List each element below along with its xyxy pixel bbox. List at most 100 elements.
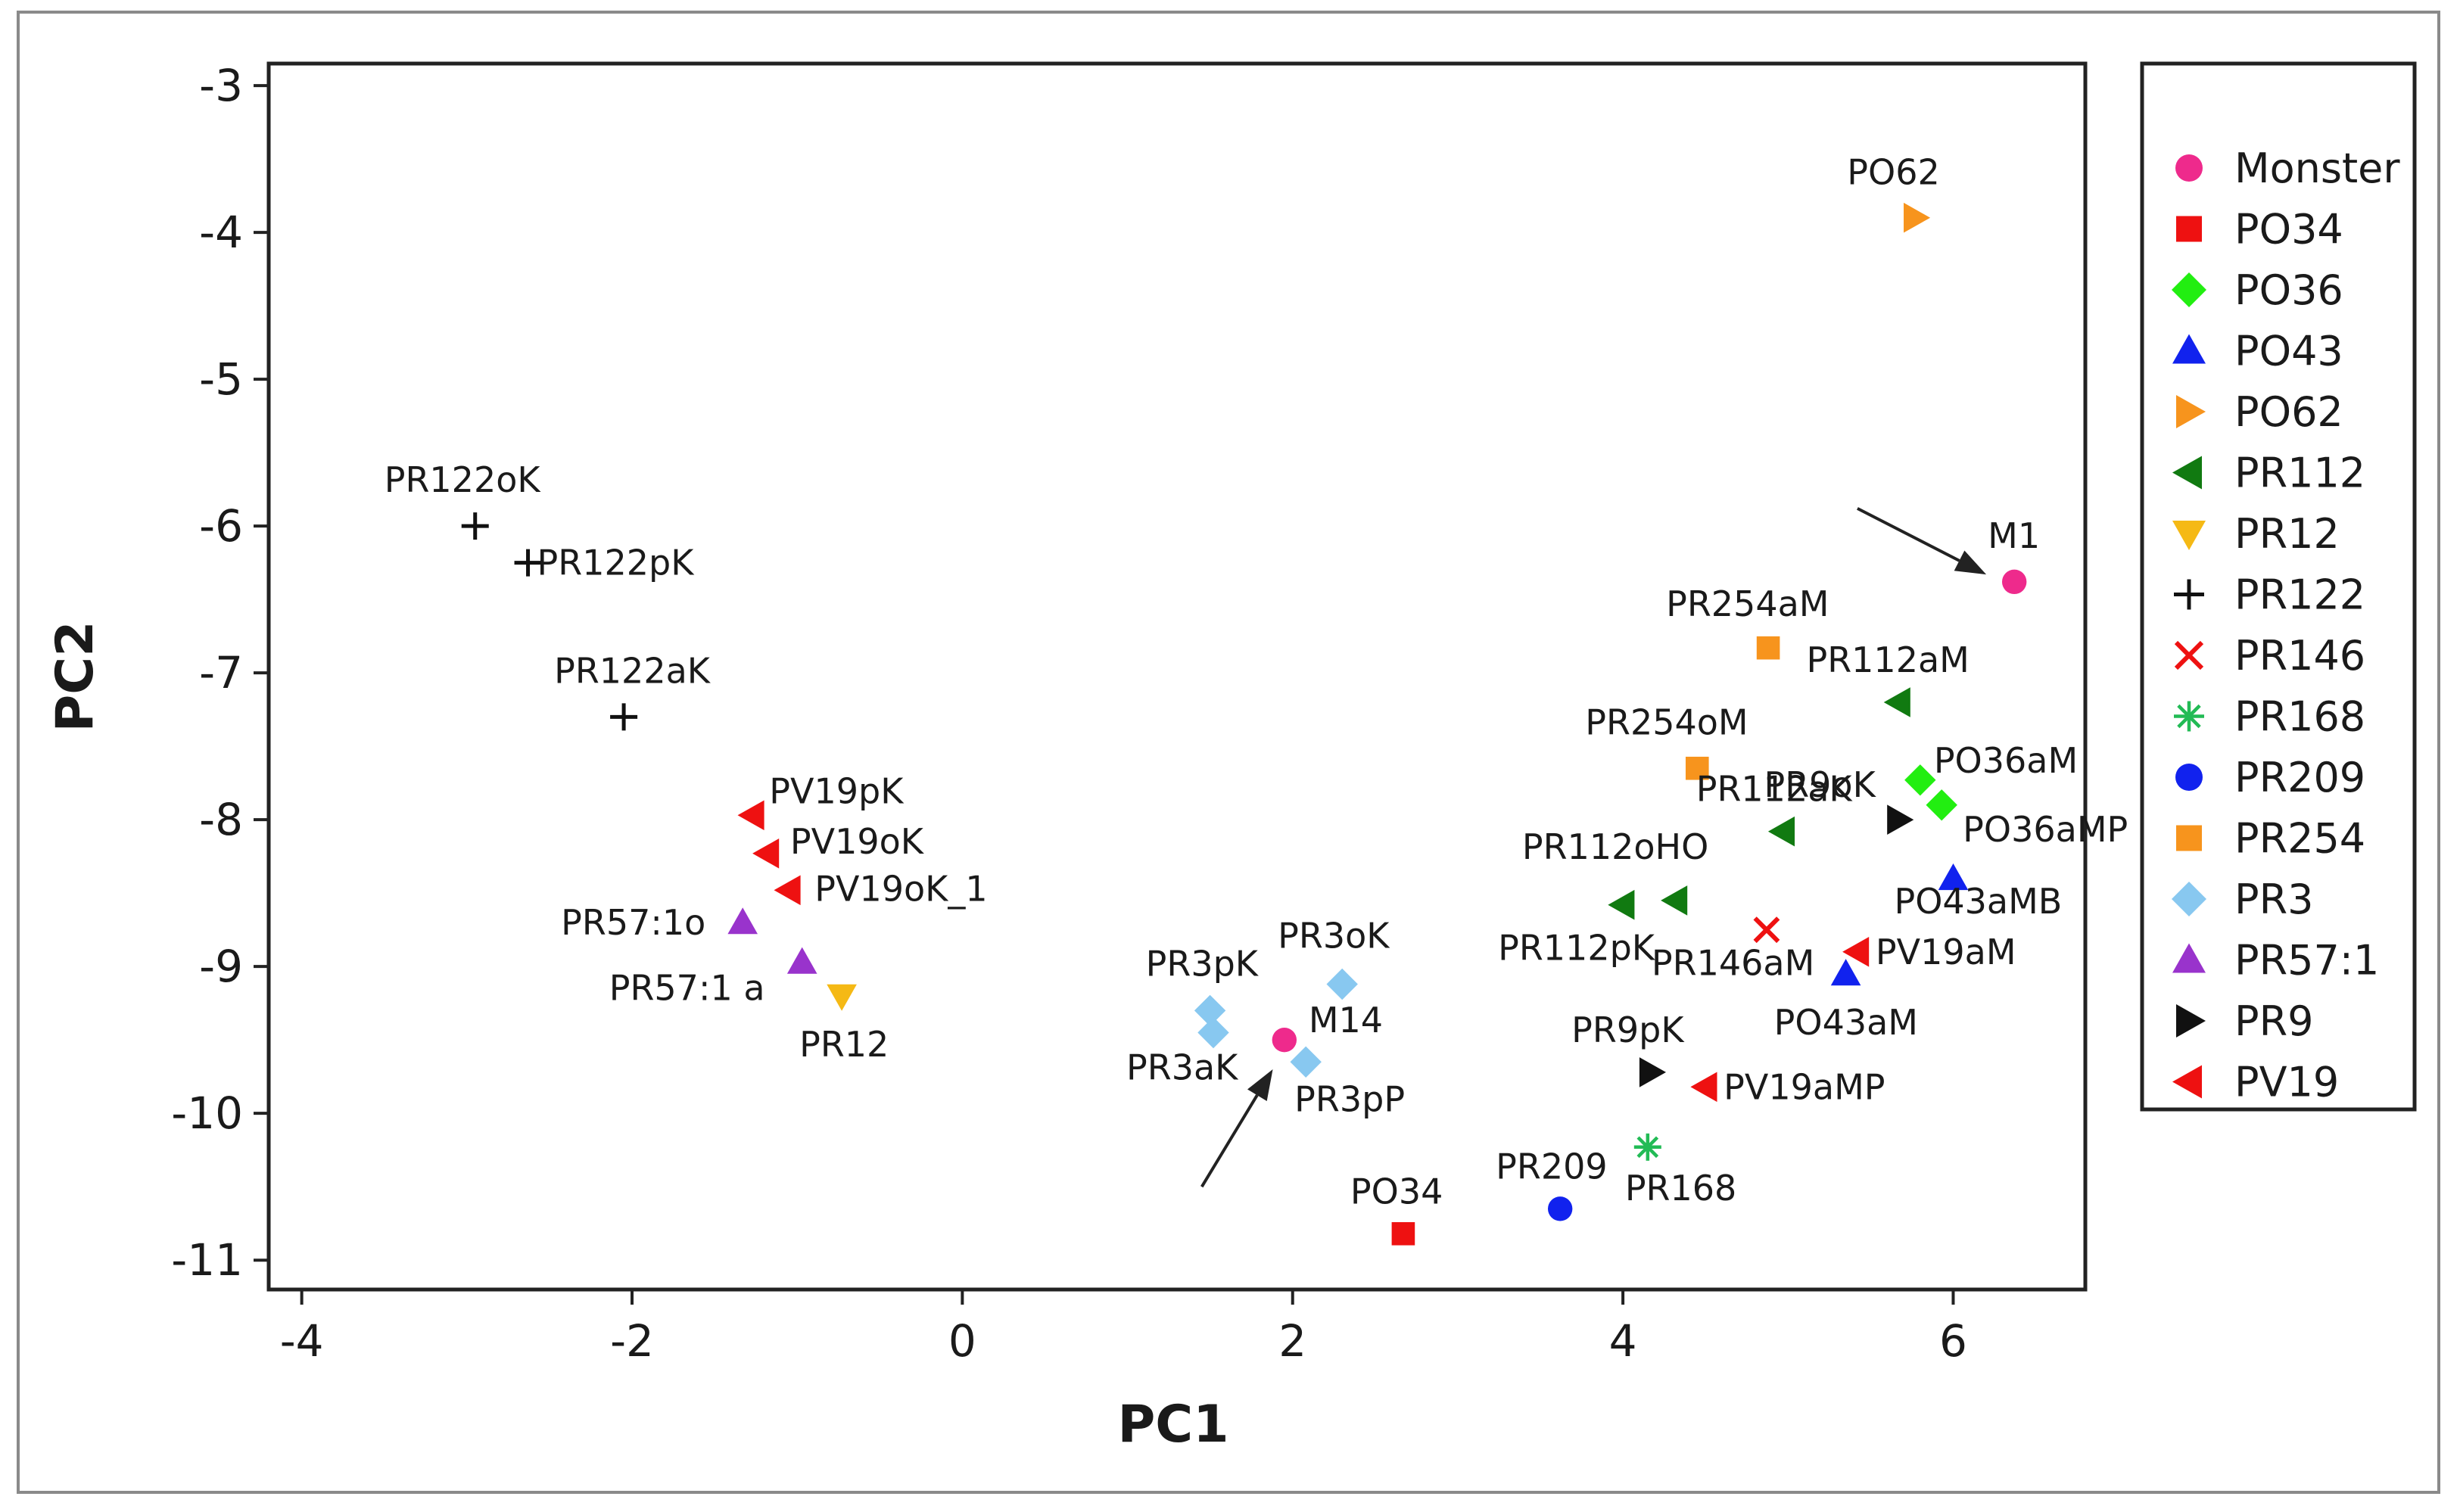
- legend-marker-pr112: [2172, 456, 2202, 490]
- legend-label-po43: PO43: [2234, 328, 2343, 375]
- point-po43: [1830, 959, 1861, 986]
- y-tick-label: -7: [199, 647, 243, 698]
- point-label: PV19oK: [790, 821, 925, 862]
- legend-marker-pv19: [2172, 1065, 2202, 1099]
- axis-ticks: -4 -2 0 2 4 6 -3 -4 -5 -6 -7 -8 -9 -10 -11: [171, 60, 1967, 1367]
- point-po43: [1938, 863, 1969, 891]
- point-label: PR3aK: [1126, 1047, 1239, 1087]
- point-label: PR112oHO: [1522, 826, 1708, 867]
- plot-area: [266, 61, 2088, 1292]
- point-label: PV19aMP: [1724, 1066, 1885, 1107]
- point-label: PR57:1o: [561, 902, 705, 943]
- point-label: PR112aM: [1806, 639, 1969, 680]
- legend-label-pr12: PR12: [2234, 510, 2340, 558]
- legend-marker-monster: [2175, 154, 2203, 182]
- point-label: PR3pK: [1146, 943, 1260, 984]
- point-label: PR57:1 a: [609, 967, 765, 1008]
- x-axis-title: PC1: [1117, 1395, 1228, 1454]
- point-label: M14: [1309, 1000, 1383, 1041]
- point-po36: [1904, 764, 1936, 796]
- point-po36: [1926, 789, 1957, 821]
- point-label: PR112pK: [1498, 928, 1656, 969]
- x-tick-label: 0: [948, 1315, 976, 1367]
- x-tick-label: 6: [1939, 1315, 1967, 1367]
- point-pr146: [1753, 916, 1780, 944]
- point-pv19: [774, 875, 801, 906]
- y-tick-label: -6: [199, 500, 243, 552]
- point-label: PV19pK: [769, 770, 905, 811]
- legend-label-pr209: PR209: [2234, 754, 2365, 801]
- point-pr112: [1608, 889, 1635, 920]
- y-tick-label: -10: [171, 1087, 243, 1139]
- point-label: PO43aM: [1774, 1002, 1918, 1043]
- legend-label-pr9: PR9: [2234, 997, 2313, 1045]
- legend-label-po36: PO36: [2234, 266, 2343, 314]
- legend-marker-po36: [2172, 272, 2206, 307]
- point-pr9: [1639, 1057, 1666, 1087]
- legend-marker-pr57-1: [2172, 943, 2206, 973]
- point-label: PR122oK: [385, 459, 542, 500]
- point-label: PR254aM: [1666, 583, 1829, 624]
- point-pr209: [1547, 1196, 1573, 1221]
- point-pr57-1: [786, 947, 817, 974]
- legend-marker-po43: [2172, 334, 2206, 364]
- y-tick-label: -4: [199, 207, 243, 258]
- point-pv19: [1842, 937, 1870, 967]
- legend-label-pr122: PR122: [2234, 571, 2365, 619]
- y-axis-title: PC2: [45, 621, 105, 732]
- point-label: PO36aMP: [1963, 809, 2128, 850]
- point-pr168: [1633, 1133, 1661, 1161]
- legend-label-pr57-1: PR57:1: [2234, 937, 2379, 985]
- annotation-arrows: [1200, 507, 1987, 1188]
- point-pr3: [1194, 994, 1226, 1027]
- legend-label-pv19: PV19: [2234, 1059, 2339, 1106]
- y-tick-label: -11: [171, 1234, 243, 1286]
- point-label: PR146aM: [1652, 943, 1814, 984]
- x-tick-label: -2: [610, 1315, 654, 1367]
- arrow-to-m14: [1200, 1069, 1273, 1188]
- point-label: PO43aMB: [1894, 881, 2062, 922]
- legend-marker-pr3: [2172, 882, 2206, 916]
- point-pr3: [1290, 1046, 1322, 1078]
- legend-label-pr254: PR254: [2234, 815, 2365, 863]
- point-pr122: [514, 549, 542, 577]
- x-tick-label: 4: [1609, 1315, 1637, 1367]
- legend-label-monster: Monster: [2234, 145, 2400, 192]
- point-pr122: [461, 512, 489, 540]
- point-pr9: [1887, 804, 1914, 835]
- y-tick-label: -5: [199, 353, 243, 405]
- point-label: PV19aM: [1876, 932, 2016, 972]
- point-pr57-1: [727, 907, 758, 935]
- point-label: PR254oM: [1585, 702, 1748, 742]
- point-po62: [1904, 202, 1931, 233]
- point-label: PR122aK: [554, 650, 712, 691]
- legend-marker-pr12: [2172, 521, 2206, 550]
- point-monster: [2001, 569, 2027, 595]
- point-label: PR209: [1496, 1146, 1608, 1187]
- legend-label-pr3: PR3: [2234, 876, 2313, 923]
- point-label: PR3oK: [1278, 915, 1390, 956]
- point-pr122: [610, 703, 638, 731]
- point-pr3: [1326, 968, 1358, 1000]
- y-tick-label: -3: [199, 60, 243, 111]
- y-tick-label: -9: [199, 941, 243, 992]
- legend-marker-pr168: [2174, 701, 2204, 732]
- legend-marker-po34: [2176, 216, 2202, 242]
- point-label: PO62: [1847, 152, 1939, 193]
- x-tick-label: -4: [280, 1315, 324, 1367]
- legend-marker-pr122: [2174, 579, 2204, 610]
- legend-marker-pr9: [2176, 1004, 2206, 1038]
- legend: Monster PO34 PO36 PO43 PO62 PR112 PR12 PR122 PR1…: [2140, 61, 2417, 1112]
- data-points: [461, 202, 2027, 1246]
- legend-marker-po62: [2176, 395, 2206, 428]
- legend-label-pr146: PR146: [2234, 632, 2365, 680]
- legend-marker-pr146: [2174, 640, 2204, 670]
- point-pr112: [1767, 816, 1795, 847]
- legend-marker-pr209: [2175, 764, 2203, 791]
- point-pr254: [1756, 636, 1780, 660]
- legend-label-pr112: PR112: [2234, 450, 2365, 497]
- y-tick-label: -8: [199, 794, 243, 845]
- point-labels: M1 M14 PO34 PO36aM PO36aMP PO43aMB PO43aM PO62 P…: [385, 152, 2128, 1212]
- legend-marker-pr254: [2176, 825, 2202, 851]
